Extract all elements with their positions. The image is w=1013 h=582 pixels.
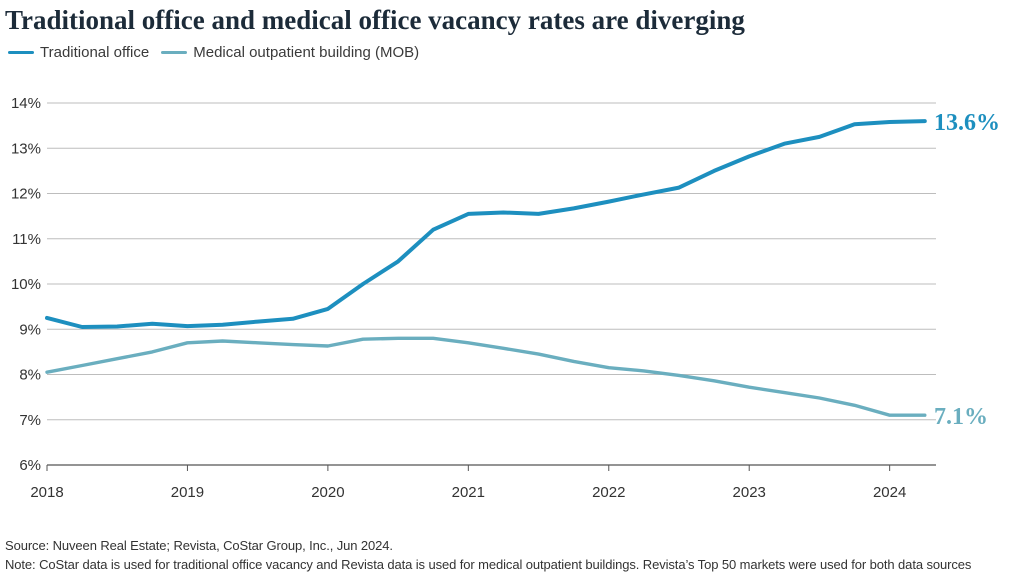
source-note: Source: Nuveen Real Estate; Revista, CoS… (5, 538, 393, 553)
x-tick-label: 2021 (452, 484, 485, 501)
end-labels: 13.6% 7.1% (934, 110, 1000, 430)
y-tick-label: 9% (19, 321, 41, 338)
y-tick-label: 14% (11, 95, 41, 112)
y-tick-label: 6% (19, 457, 41, 474)
legend-label-traditional-office: Traditional office (40, 44, 150, 61)
y-tick-label: 12% (11, 186, 41, 203)
legend: Traditional office Medical outpatient bu… (8, 44, 431, 61)
grid-lines (47, 102, 936, 466)
x-tick-label: 2022 (592, 484, 625, 501)
y-tick-label: 10% (11, 276, 41, 293)
footnote: Note: CoStar data is used for traditiona… (5, 557, 972, 572)
x-tick-label: 2023 (733, 484, 766, 501)
x-tick-label: 2018 (30, 484, 63, 501)
series-line-traditional-office (45, 119, 927, 329)
y-tick-label: 11% (12, 231, 41, 248)
x-tick-label: 2019 (171, 484, 204, 501)
y-tick-label: 13% (11, 140, 41, 157)
end-label-mob: 7.1% (934, 404, 988, 430)
x-tick-label: 2024 (873, 484, 906, 501)
end-label-traditional-office: 13.6% (934, 110, 1000, 136)
legend-label-mob: Medical outpatient building (MOB) (193, 44, 420, 61)
axes: 6% 7% 8% 9% 10% 11% 12% 13% 14% 2018 2019 2020 2021 2… (11, 95, 906, 501)
legend-item-mob: Medical outpatient building (MOB) (161, 44, 419, 61)
legend-swatch-mob (161, 51, 188, 54)
series-line-mob (45, 336, 927, 417)
legend-swatch-traditional-office (8, 51, 34, 54)
y-tick-label: 8% (19, 367, 41, 384)
series-lines (45, 119, 927, 417)
y-tick-label: 7% (19, 412, 41, 429)
legend-item-traditional-office: Traditional office (8, 44, 149, 61)
chart-title: Traditional office and medical office va… (5, 5, 745, 35)
x-tick-label: 2020 (311, 484, 344, 501)
